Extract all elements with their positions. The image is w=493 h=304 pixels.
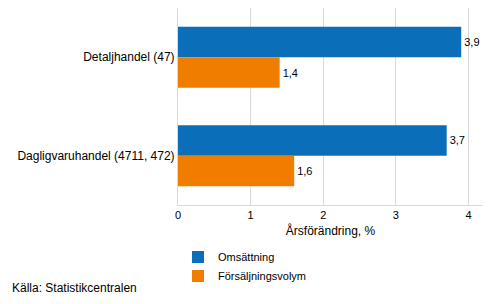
svg-text:3: 3 [393,209,399,221]
svg-text:2: 2 [320,209,326,221]
svg-text:0: 0 [175,209,181,221]
svg-text:1,4: 1,4 [283,67,298,79]
svg-text:3,7: 3,7 [450,134,465,146]
svg-text:Källa: Statistikcentralen: Källa: Statistikcentralen [12,281,137,295]
svg-text:Detaljhandel (47): Detaljhandel (47) [83,50,174,64]
svg-text:Försäljningsvolym: Försäljningsvolym [218,270,306,282]
svg-text:Dagligvaruhandel (4711, 472): Dagligvaruhandel (4711, 472) [17,149,174,163]
svg-text:3,9: 3,9 [464,36,479,48]
svg-text:1,6: 1,6 [297,165,312,177]
svg-text:4: 4 [465,209,471,221]
svg-text:Årsförändring, %: Årsförändring, % [286,223,376,238]
svg-text:1: 1 [248,209,254,221]
svg-text:Omsättning: Omsättning [218,251,274,263]
